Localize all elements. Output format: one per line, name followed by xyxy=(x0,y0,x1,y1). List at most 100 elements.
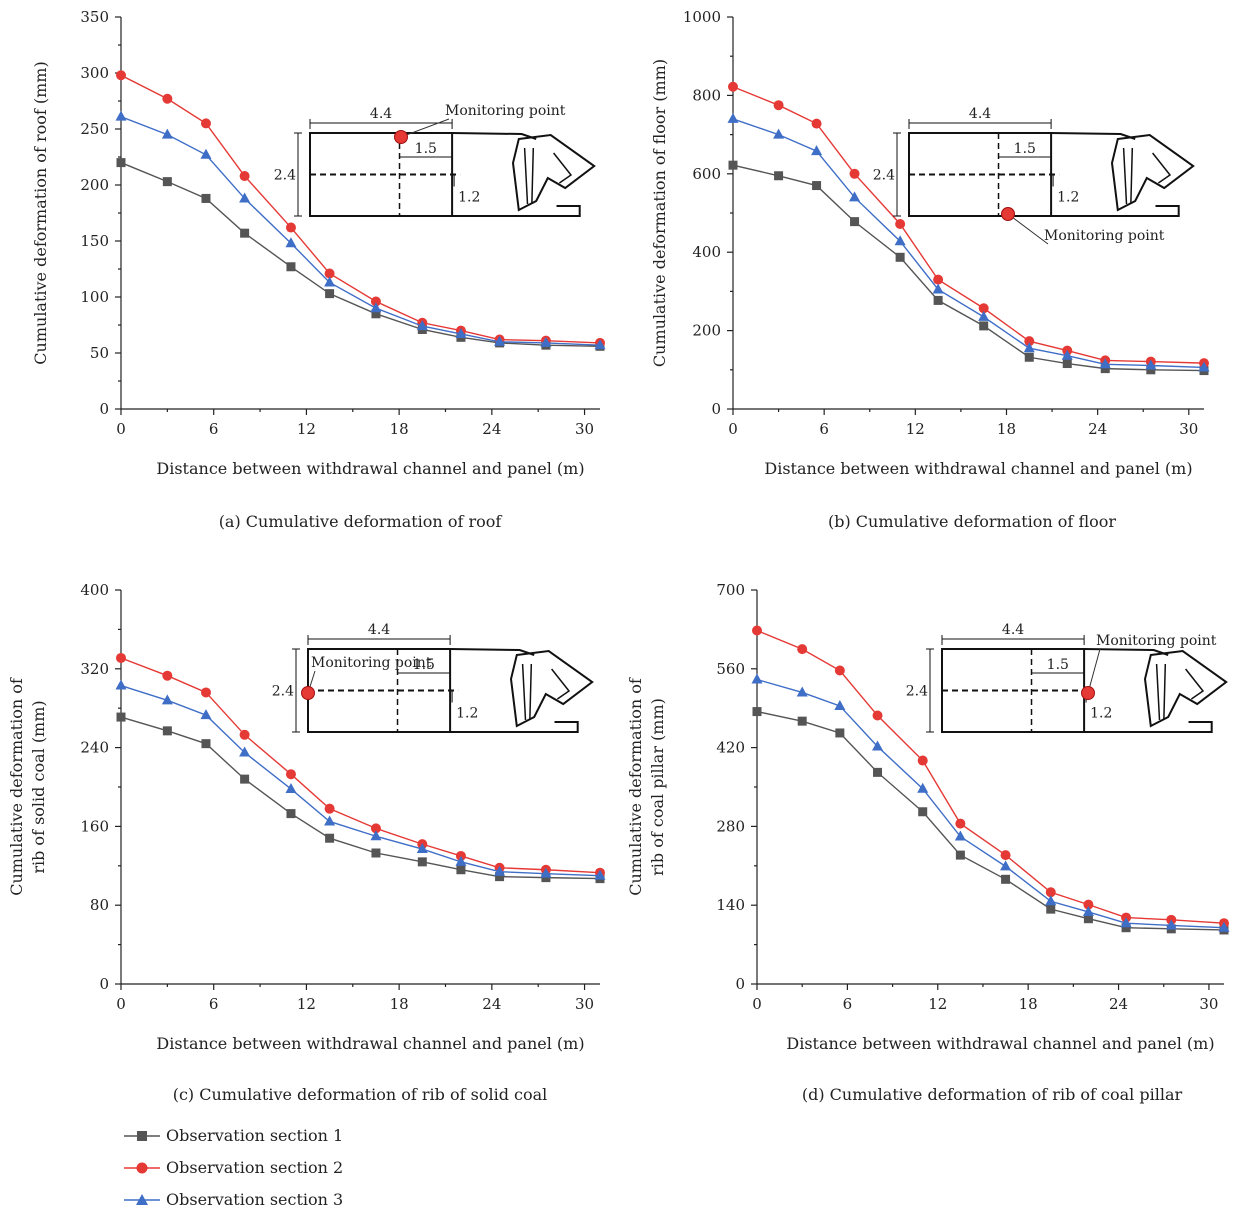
data-point xyxy=(116,652,126,663)
y-tick-label: 100 xyxy=(80,288,109,306)
data-point xyxy=(752,707,762,717)
y-axis-title-line: Cumulative deformation of xyxy=(7,677,26,896)
data-point xyxy=(1218,921,1230,932)
x-tick-label: 18 xyxy=(390,995,409,1013)
x-tick-label: 12 xyxy=(297,420,316,438)
data-point xyxy=(1045,895,1057,906)
data-point xyxy=(1100,364,1110,374)
series-line xyxy=(756,678,1225,929)
data-point xyxy=(494,865,506,876)
data-point xyxy=(594,869,606,880)
data-point xyxy=(811,118,822,129)
series-line xyxy=(120,657,601,874)
x-tick-label: 12 xyxy=(906,420,925,438)
roadway-sketch xyxy=(893,119,1195,217)
monitoring-point-leader xyxy=(1007,213,1049,245)
data-point xyxy=(849,191,861,202)
axes xyxy=(115,16,600,415)
data-point xyxy=(811,145,823,156)
roadway-sketch xyxy=(292,635,594,733)
dimension-label-width: 4.4 xyxy=(969,106,991,122)
data-point xyxy=(979,321,989,331)
data-point xyxy=(894,235,906,246)
x-tick-label: 24 xyxy=(1088,420,1107,438)
support-leg xyxy=(523,147,529,205)
monitoring-point-leader xyxy=(400,118,450,138)
y-tick-label: 400 xyxy=(80,581,109,599)
y-tick-label: 350 xyxy=(80,8,109,26)
legend-label: Observation section 3 xyxy=(166,1190,344,1209)
x-tick-label: 6 xyxy=(843,995,853,1013)
data-point xyxy=(115,679,127,690)
data-point xyxy=(955,818,966,829)
y-tick-label: 250 xyxy=(80,120,109,138)
x-tick-label: 30 xyxy=(1199,995,1218,1013)
y-axis-title-line: Cumulative deformation of floor (mm) xyxy=(650,59,669,367)
y-tick-label: 400 xyxy=(692,243,721,261)
data-point xyxy=(1145,359,1157,370)
x-tick-label: 6 xyxy=(209,995,219,1013)
y-tick-label: 150 xyxy=(80,232,109,250)
data-point xyxy=(796,686,808,697)
monitoring-point-label: Monitoring point xyxy=(1096,633,1217,649)
data-point xyxy=(200,118,211,129)
dimension-label-width: 4.4 xyxy=(1002,622,1024,638)
data-point xyxy=(835,728,845,738)
monitoring-point-label: Monitoring point xyxy=(1044,228,1165,244)
series-section-1 xyxy=(728,160,1209,376)
chart-floor: 0 200 400 600 800 1000 0 6 12 18 24 30 Distance betw… xyxy=(650,8,1210,478)
x-tick-label: 6 xyxy=(209,420,219,438)
data-point xyxy=(286,262,296,272)
data-point xyxy=(116,712,126,722)
data-point xyxy=(325,833,335,843)
series-line xyxy=(732,164,1205,372)
y-tick-label: 1000 xyxy=(683,8,721,26)
data-point xyxy=(752,625,762,636)
data-point xyxy=(285,782,297,793)
support-leg xyxy=(529,663,533,721)
series-section-3 xyxy=(115,110,606,350)
data-point xyxy=(1165,919,1177,930)
x-axis-title: Distance between withdrawal channel and … xyxy=(764,459,1192,478)
data-point xyxy=(1046,904,1056,914)
series-line xyxy=(120,161,601,347)
data-point xyxy=(895,252,905,262)
support-canopy xyxy=(553,152,573,184)
data-point xyxy=(200,687,211,698)
data-point xyxy=(873,767,883,777)
series-line xyxy=(732,118,1205,369)
data-point xyxy=(324,276,336,287)
series-line xyxy=(120,74,601,344)
data-point xyxy=(917,782,929,793)
data-point xyxy=(895,218,906,229)
x-tick-label: 0 xyxy=(116,420,126,438)
series-section-2 xyxy=(116,652,605,878)
x-tick-label: 30 xyxy=(575,995,594,1013)
dimension-label-height: 2.4 xyxy=(906,684,928,700)
data-point xyxy=(285,237,297,248)
monitoring-point-label: Monitoring point xyxy=(311,655,432,671)
dimension-label-half: 1.2 xyxy=(1090,706,1112,722)
roadway-sketch xyxy=(926,635,1228,733)
data-point xyxy=(1121,923,1131,933)
data-point xyxy=(1099,358,1111,369)
x-tick-label: 30 xyxy=(575,420,594,438)
series-section-3 xyxy=(727,112,1210,372)
y-axis-title: Cumulative deformation of floor (mm) xyxy=(650,59,669,367)
y-tick-label: 420 xyxy=(716,739,745,757)
y-axis-title: Cumulative deformation of roof (mm) xyxy=(31,61,50,364)
floor-line xyxy=(1084,721,1213,733)
data-point xyxy=(933,295,943,305)
legend-label: Observation section 1 xyxy=(166,1126,344,1145)
shield-support xyxy=(511,133,596,212)
data-point xyxy=(370,823,381,834)
y-tick-label: 280 xyxy=(716,817,745,835)
data-point xyxy=(240,228,250,238)
dimension-label-offset: 1.5 xyxy=(413,657,435,673)
series-line xyxy=(120,684,601,877)
data-point xyxy=(918,807,928,817)
y-tick-label: 50 xyxy=(90,344,109,362)
x-tick-label: 18 xyxy=(1019,995,1038,1013)
monitoring-point-marker xyxy=(301,686,315,700)
data-point xyxy=(1082,905,1094,916)
